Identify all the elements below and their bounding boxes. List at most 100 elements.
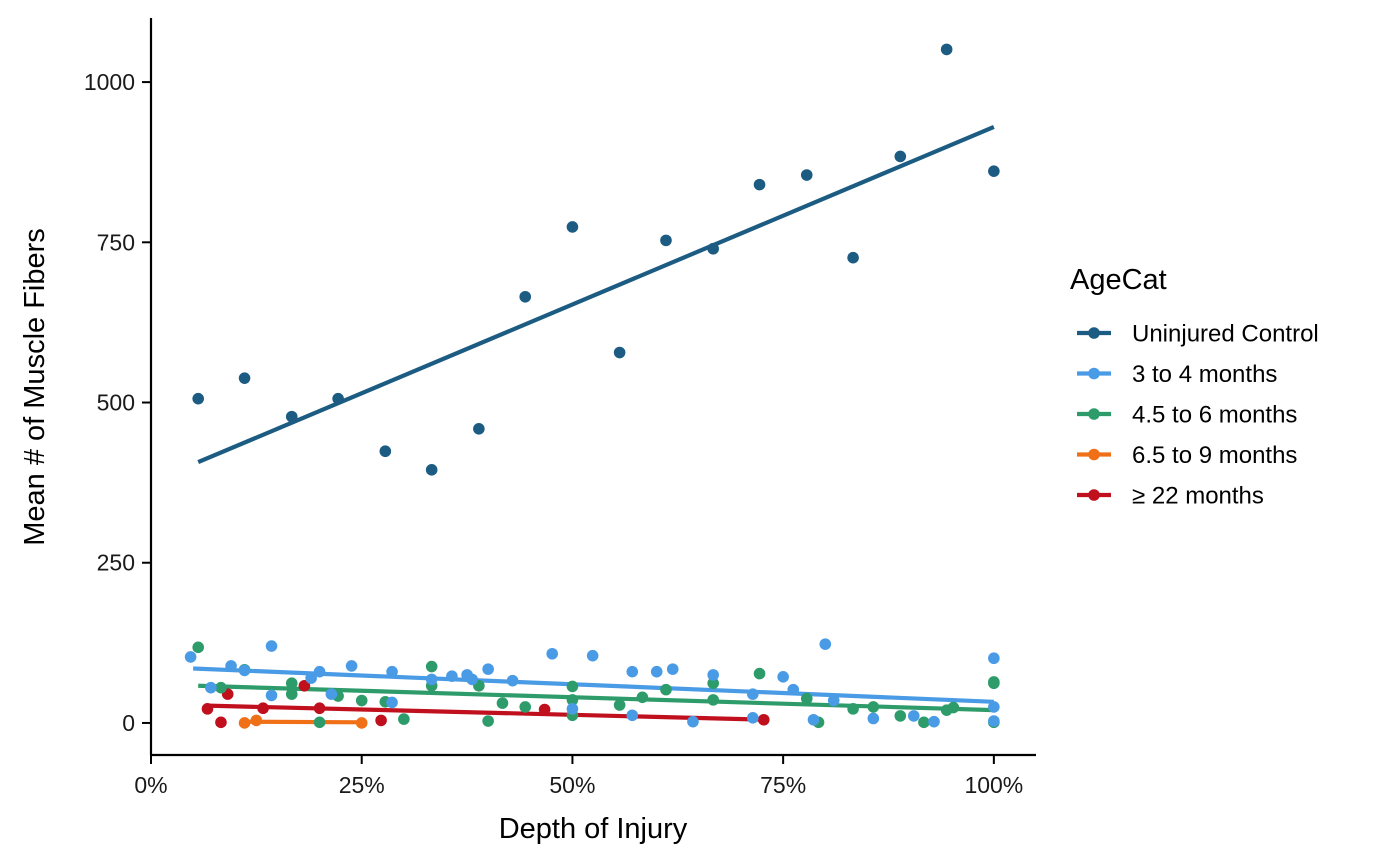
legend-label: 6.5 to 9 months: [1132, 442, 1297, 469]
data-point: [298, 679, 311, 692]
legend-key-point: [1088, 408, 1100, 420]
data-point: [566, 221, 579, 233]
data-point: [753, 178, 766, 191]
data-point: [425, 673, 438, 686]
data-point: [819, 638, 832, 650]
data-point: [184, 651, 197, 663]
data-point: [918, 716, 930, 729]
data-point: [894, 710, 907, 722]
legend-title: AgeCat: [1070, 264, 1167, 296]
data-point: [538, 703, 551, 716]
data-point: [265, 689, 278, 702]
data-point: [777, 671, 789, 683]
data-point: [757, 713, 770, 726]
data-point: [988, 715, 1000, 727]
data-point: [707, 242, 719, 255]
legend-item: Uninjured Control: [1077, 321, 1319, 348]
data-point: [660, 683, 672, 696]
data-points: [184, 43, 1000, 729]
data-point: [613, 346, 626, 359]
data-point: [506, 674, 519, 687]
legend-items: Uninjured Control 3 to 4 months 4.5 to 6 m…: [1077, 321, 1319, 510]
data-point: [827, 694, 840, 707]
data-point: [847, 703, 859, 715]
data-point: [867, 712, 880, 725]
trend-line: [197, 125, 995, 465]
data-point: [201, 703, 214, 715]
legend-label: ≥ 22 months: [1132, 483, 1264, 510]
data-point: [847, 251, 859, 264]
legend-item: 3 to 4 months: [1077, 361, 1277, 388]
data-point: [747, 688, 759, 700]
data-point: [787, 683, 800, 696]
data-point: [313, 702, 326, 715]
data-point: [482, 715, 494, 727]
data-point: [519, 290, 532, 303]
data-point: [586, 649, 599, 662]
data-point: [867, 701, 880, 713]
y-tick-label: 500: [97, 390, 135, 416]
legend-item: ≥ 22 months: [1077, 483, 1264, 510]
data-point: [626, 709, 639, 722]
legend-key-point: [1088, 489, 1100, 501]
data-point: [215, 681, 227, 694]
trend-line: [193, 666, 994, 704]
y-tick-label: 750: [97, 229, 135, 255]
trend-line: [207, 703, 769, 722]
legend-key-point: [1088, 367, 1100, 380]
data-point: [250, 714, 263, 727]
data-point: [332, 392, 344, 405]
data-point: [238, 717, 251, 729]
data-point: [753, 667, 766, 680]
data-point: [257, 702, 269, 715]
x-tick-label: 25%: [339, 772, 385, 798]
data-point: [313, 665, 326, 678]
data-point: [519, 701, 532, 713]
data-point: [947, 701, 960, 714]
x-axis-title: Depth of Injury: [499, 813, 688, 845]
trend-lines: [193, 125, 995, 725]
data-point: [800, 692, 813, 705]
data-point: [398, 713, 410, 725]
legend-key-point: [1088, 448, 1100, 461]
y-tick-label: 250: [97, 550, 135, 576]
data-point: [386, 696, 398, 709]
trend-line: [244, 719, 362, 725]
data-point: [473, 422, 485, 435]
data-point: [666, 663, 679, 675]
data-point: [613, 699, 626, 711]
x-tick-label: 50%: [549, 772, 595, 798]
data-point: [355, 717, 368, 729]
data-point: [807, 713, 820, 726]
legend-key-point: [1088, 327, 1100, 339]
y-tick-label: 0: [122, 710, 135, 736]
data-point: [482, 663, 494, 675]
data-point: [660, 234, 672, 247]
data-point: [425, 464, 438, 476]
legend-label: 4.5 to 6 months: [1132, 402, 1297, 429]
data-point: [907, 710, 920, 722]
data-point: [215, 716, 227, 729]
data-point: [205, 681, 217, 694]
data-point: [446, 670, 458, 682]
x-tick-label: 100%: [964, 772, 1023, 798]
data-point: [425, 660, 438, 673]
data-point: [225, 660, 237, 672]
data-point: [355, 694, 368, 707]
data-point: [636, 691, 649, 704]
data-point: [386, 665, 398, 678]
legend-label: Uninjured Control: [1132, 321, 1319, 348]
data-point: [238, 664, 251, 677]
data-point: [345, 660, 358, 672]
x-tick-label: 75%: [760, 772, 806, 798]
data-point: [325, 688, 338, 700]
data-point: [375, 714, 387, 727]
x-ticks: 0% 25% 50% 75% 100%: [134, 755, 1023, 798]
data-point: [707, 677, 719, 690]
data-point: [687, 715, 699, 728]
data-point: [265, 640, 278, 652]
data-point: [800, 169, 813, 181]
data-point: [313, 716, 326, 729]
legend-item: 6.5 to 9 months: [1077, 442, 1297, 469]
